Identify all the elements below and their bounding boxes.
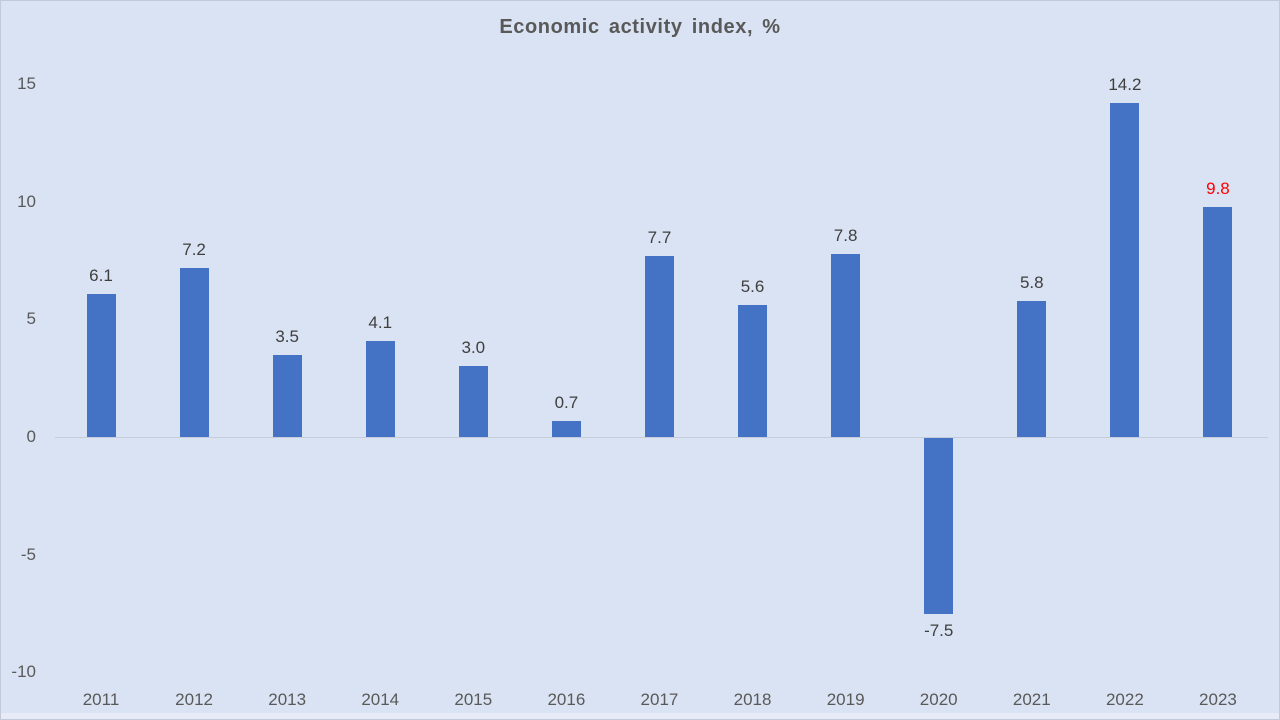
- x-tick-label: 2023: [1199, 690, 1237, 709]
- bar-value-label: 5.8: [1019, 272, 1044, 292]
- bar-2013: [272, 354, 302, 437]
- x-tick-label: 2021: [1012, 690, 1051, 709]
- x-tick-label: 2019: [826, 690, 865, 709]
- bar-value-label: 0.7: [554, 392, 579, 412]
- bar-2018: [738, 305, 768, 437]
- x-tick-label: 2011: [82, 690, 120, 709]
- bottom-edge: [1, 713, 1279, 719]
- y-tick-label: 10: [17, 191, 36, 211]
- bar-2014: [365, 340, 395, 437]
- bar-value-label: 4.1: [368, 312, 393, 332]
- y-tick-label: -5: [20, 544, 36, 564]
- bar-2019: [831, 253, 861, 437]
- bar-value-label: 3.0: [461, 338, 486, 358]
- bar-value-label: -7.5: [924, 621, 954, 641]
- x-tick-label: 2018: [733, 690, 772, 709]
- bar-2017: [644, 255, 674, 437]
- chart-title: Economic activity index, %: [499, 16, 781, 38]
- bar-2016: [551, 420, 581, 437]
- x-tick-label: 2020: [919, 690, 958, 709]
- x-tick-label: 2015: [454, 690, 493, 709]
- y-tick-label: -10: [11, 662, 36, 682]
- bar-2023: [1203, 206, 1233, 437]
- y-tick-label: 5: [26, 309, 36, 329]
- zero-axis-line: [55, 437, 1268, 438]
- bar-value-label: 7.2: [182, 239, 206, 259]
- bar-2011: [86, 293, 116, 437]
- x-tick-label: 2014: [361, 690, 400, 709]
- x-tick-label: 2016: [547, 690, 586, 709]
- bar-value-label: 7.8: [833, 225, 858, 245]
- bar-2021: [1017, 300, 1047, 437]
- x-tick-label: 2017: [640, 690, 679, 709]
- y-tick-label: 15: [17, 74, 36, 94]
- bar-value-label: 9.8: [1206, 178, 1230, 198]
- bar-value-label: 5.6: [740, 277, 765, 297]
- bar-value-label: 7.7: [647, 227, 672, 247]
- bar-2022: [1110, 103, 1140, 437]
- bar-value-label: 14.2: [1108, 75, 1142, 95]
- y-tick-label: 0: [26, 427, 36, 446]
- x-tick-label: 2012: [175, 690, 213, 709]
- bar-2012: [179, 267, 209, 437]
- bar-value-label: 3.5: [275, 326, 299, 346]
- bar-2020: [924, 438, 954, 615]
- bar-value-label: 6.1: [89, 265, 113, 285]
- x-tick-label: 2022: [1105, 690, 1144, 709]
- bar-2015: [458, 366, 488, 437]
- x-tick-label: 2013: [268, 690, 307, 709]
